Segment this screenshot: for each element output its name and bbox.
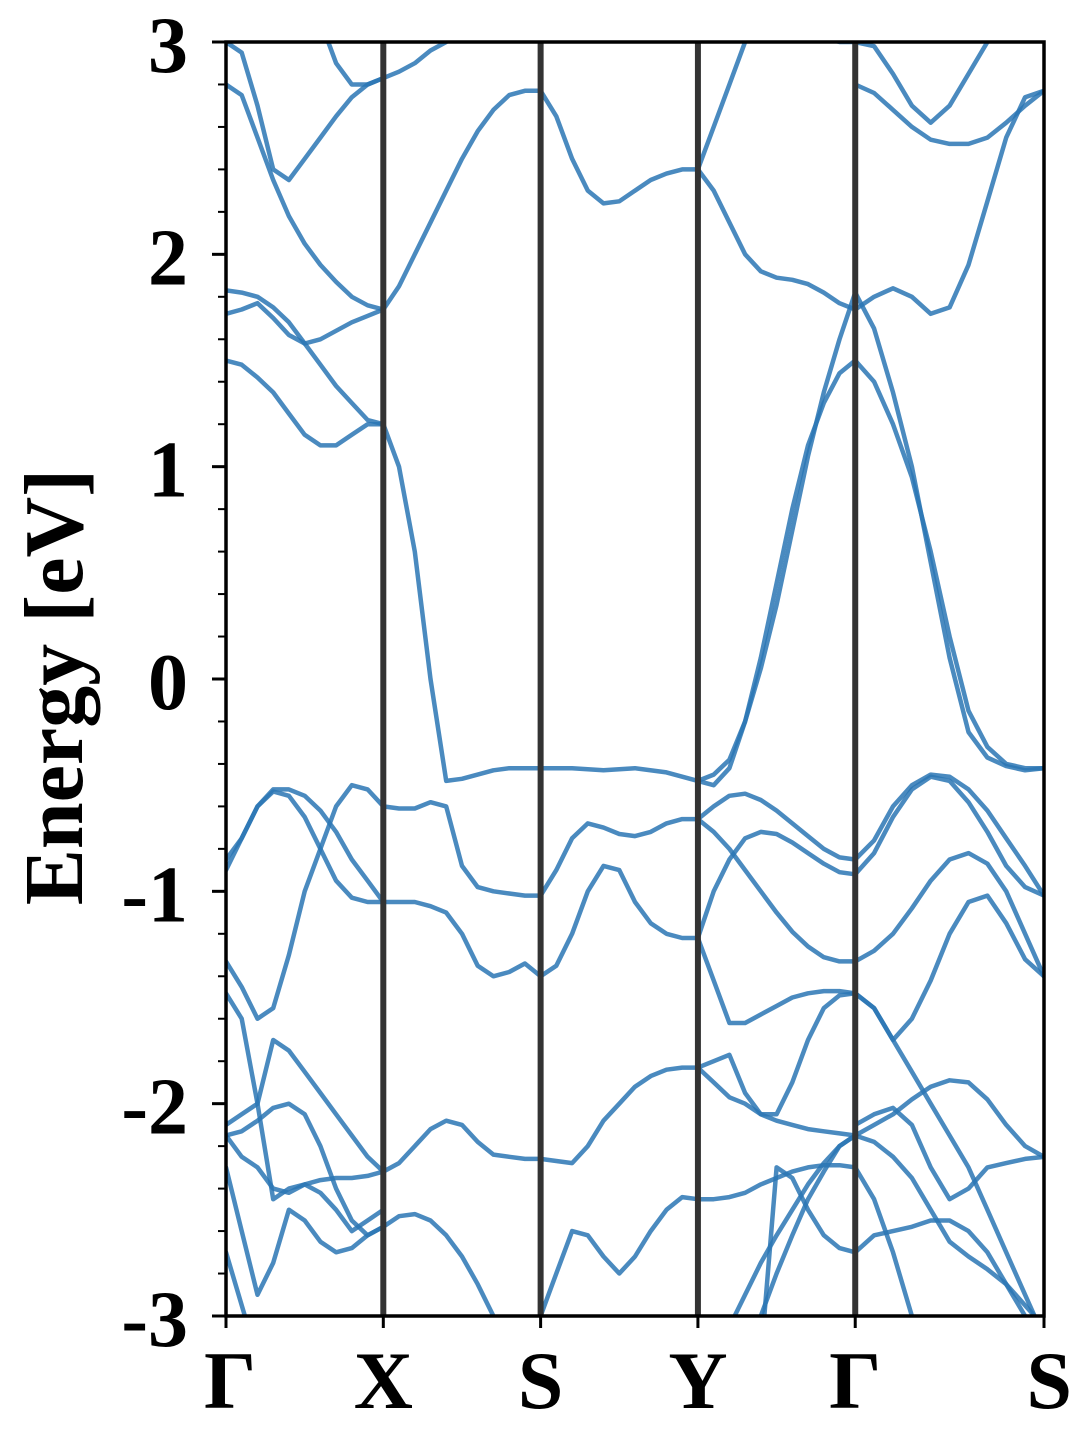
- band-line-52: [732, 1133, 858, 1316]
- band-line-3: [538, 1194, 701, 1316]
- y-axis-label: Energy [eV]: [8, 469, 101, 905]
- plot-frame: [224, 40, 1046, 1318]
- band-line-31: [695, 290, 858, 784]
- band-line-18: [226, 358, 386, 448]
- band-line-12: [226, 782, 386, 1021]
- band-line-34: [852, 358, 1044, 771]
- band-line-39: [695, 829, 858, 941]
- band-line-46: [852, 1078, 1044, 1160]
- band-line-54: [758, 1133, 858, 1316]
- y-tick-label: -3: [121, 1276, 188, 1364]
- band-line-19: [226, 300, 386, 346]
- x-tick-label: S: [518, 1335, 564, 1426]
- x-tick-label: X: [354, 1335, 413, 1426]
- band-line-23: [226, 82, 386, 312]
- x-tick-label: Γ: [204, 1335, 256, 1426]
- band-line-29: [852, 82, 1044, 147]
- x-tick-label: S: [1026, 1335, 1072, 1426]
- band-line-38: [852, 850, 1044, 979]
- bands-layer: [226, 42, 1044, 1316]
- band-line-40: [852, 774, 1044, 898]
- band-line-53: [852, 1133, 1038, 1316]
- band-line-36: [852, 772, 1044, 898]
- y-tick-label: -2: [121, 1064, 188, 1152]
- y-tick-label: 1: [148, 427, 188, 515]
- band-line-17: [538, 765, 701, 784]
- band-line-16: [381, 421, 543, 784]
- band-line-8: [226, 1101, 386, 1238]
- band-line-35: [695, 791, 858, 862]
- high-symmetry-lines: [380, 42, 859, 1316]
- y-axis-ticks: -3 -2 -1 0 1 2 3: [121, 2, 226, 1364]
- band-line-26: [695, 42, 858, 172]
- band-line-5: [538, 1065, 701, 1166]
- band-line-33: [852, 290, 1044, 773]
- band-line-22: [538, 88, 701, 206]
- band-line-50: [852, 1218, 1029, 1316]
- band-line-24: [226, 42, 386, 183]
- band-line-43: [695, 991, 858, 1117]
- x-tick-label: Γ: [829, 1335, 881, 1426]
- band-line-51: [762, 1165, 858, 1316]
- band-line-6: [226, 1037, 386, 1174]
- y-tick-label: 3: [148, 2, 188, 90]
- band-line-44: [852, 991, 1038, 1316]
- band-line-32: [695, 358, 858, 788]
- band-line-1: [226, 1250, 248, 1316]
- band-line-20: [226, 288, 386, 427]
- band-line-30: [852, 42, 990, 125]
- band-line-27: [695, 167, 858, 312]
- band-line-15: [226, 787, 386, 905]
- band-line-14: [538, 816, 701, 898]
- band-line-37: [695, 816, 858, 964]
- x-tick-label: Y: [668, 1335, 727, 1426]
- band-line-45: [695, 1065, 858, 1138]
- band-line-49: [852, 1105, 1044, 1202]
- y-tick-label: -1: [121, 851, 188, 939]
- band-line-41: [695, 935, 858, 1026]
- band-line-21: [381, 88, 543, 312]
- band-line-11: [538, 863, 701, 979]
- band-line-28: [852, 88, 1044, 317]
- y-tick-label: 0: [148, 639, 188, 727]
- band-line-10: [381, 899, 543, 979]
- band-line-13: [381, 799, 543, 898]
- y-tick-label: 2: [148, 214, 188, 302]
